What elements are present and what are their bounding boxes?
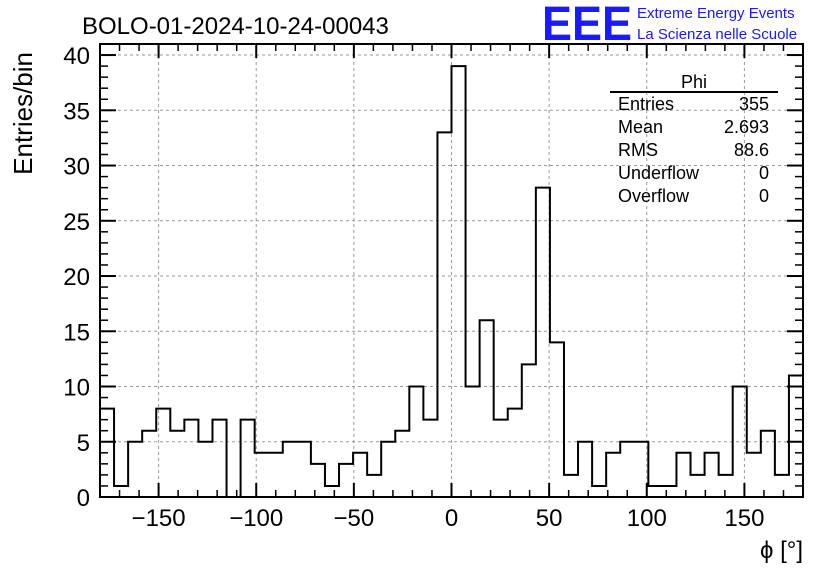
histogram-bin bbox=[423, 420, 437, 497]
histogram-bin bbox=[719, 475, 733, 497]
histogram-bin bbox=[128, 442, 142, 497]
y-tick-label: 5 bbox=[77, 430, 90, 457]
histogram-bin bbox=[789, 375, 803, 497]
histogram-bin bbox=[184, 420, 198, 497]
histogram-bin bbox=[550, 342, 564, 497]
stats-box: Phi Entries 355 Mean 2.693 RMS 88.6 Underflow 0… bbox=[610, 72, 778, 206]
stats-row-label: Overflow bbox=[618, 186, 690, 206]
histogram-bin bbox=[508, 409, 522, 497]
axis-ticks: −150 −100 −50 0 50 100 150 0 5 10 15 20 25 30 35 40 bbox=[63, 43, 803, 532]
stats-row-label: Entries bbox=[618, 94, 674, 114]
x-tick-label: 50 bbox=[536, 505, 563, 532]
histogram-bin bbox=[592, 486, 606, 497]
stats-row-label: RMS bbox=[618, 140, 658, 160]
x-tick-label: 150 bbox=[724, 505, 764, 532]
histogram-bin bbox=[367, 475, 381, 497]
eee-logo-text: EEE bbox=[542, 0, 632, 51]
stats-row-value: 88.6 bbox=[734, 140, 769, 160]
histogram-outline bbox=[99, 65, 804, 498]
y-tick-label: 0 bbox=[77, 485, 90, 512]
histogram-bin bbox=[662, 486, 676, 497]
stats-row-value: 355 bbox=[739, 94, 769, 114]
histogram-bin bbox=[775, 475, 789, 497]
histogram-bin bbox=[409, 387, 423, 497]
stats-row-label: Mean bbox=[618, 117, 663, 137]
y-axis-label: Entries/bin bbox=[8, 52, 38, 175]
y-tick-label: 20 bbox=[63, 264, 90, 291]
histogram-bin bbox=[564, 475, 578, 497]
histogram-bin bbox=[353, 453, 367, 497]
histogram-bin bbox=[761, 431, 775, 497]
y-tick-label: 15 bbox=[63, 319, 90, 346]
histogram-bin bbox=[747, 453, 761, 497]
stats-row-value: 0 bbox=[759, 186, 769, 206]
histogram-bin bbox=[494, 420, 508, 497]
histogram-bin bbox=[339, 464, 353, 497]
x-axis-label: ϕ [°] bbox=[760, 537, 803, 564]
stats-row-value: 2.693 bbox=[724, 117, 769, 137]
histogram-bin bbox=[198, 442, 212, 497]
y-tick-label: 10 bbox=[63, 375, 90, 402]
histogram-bin bbox=[114, 486, 128, 497]
y-tick-label: 35 bbox=[63, 98, 90, 125]
histogram-bin bbox=[283, 442, 297, 497]
histogram-bin bbox=[578, 442, 592, 497]
histogram-bin bbox=[480, 320, 494, 497]
histogram-bin bbox=[437, 132, 451, 497]
eee-logo: EEE Extreme Energy Events La Scienza nel… bbox=[542, 0, 797, 51]
histogram-bin bbox=[241, 420, 255, 497]
histogram-bin bbox=[536, 188, 550, 497]
x-tick-label: 0 bbox=[445, 505, 458, 532]
stats-box-title: Phi bbox=[681, 72, 707, 92]
x-tick-label: 100 bbox=[627, 505, 667, 532]
y-tick-label: 25 bbox=[63, 209, 90, 236]
stats-row-label: Underflow bbox=[618, 163, 700, 183]
histogram-bin bbox=[311, 464, 325, 497]
histogram-bin bbox=[325, 486, 339, 497]
histogram-bin bbox=[381, 442, 395, 497]
x-tick-label: −150 bbox=[132, 505, 186, 532]
histogram-bin bbox=[705, 453, 719, 497]
y-tick-label: 40 bbox=[63, 43, 90, 70]
brand-line-1: Extreme Energy Events bbox=[637, 5, 795, 22]
histogram-bin bbox=[170, 431, 184, 497]
stats-rows: Entries 355 Mean 2.693 RMS 88.6 Underflow 0 Over… bbox=[618, 94, 769, 206]
stats-row-value: 0 bbox=[759, 163, 769, 183]
x-tick-label: −100 bbox=[229, 505, 283, 532]
histogram-bin bbox=[142, 431, 156, 497]
histogram-bin bbox=[648, 486, 662, 497]
y-tick-label: 30 bbox=[63, 154, 90, 181]
brand-line-2: La Scienza nelle Scuole bbox=[637, 26, 797, 43]
histogram-bin bbox=[620, 442, 634, 497]
histogram-bin bbox=[452, 66, 466, 497]
histogram-bin bbox=[395, 431, 409, 497]
chart-title: BOLO-01-2024-10-24-00043 bbox=[82, 13, 389, 40]
x-tick-label: −50 bbox=[334, 505, 375, 532]
histogram-bin bbox=[676, 453, 690, 497]
histogram-bin bbox=[522, 364, 536, 497]
histogram-bin bbox=[297, 442, 311, 497]
histogram-bin bbox=[691, 475, 705, 497]
histogram-bin bbox=[212, 420, 226, 497]
